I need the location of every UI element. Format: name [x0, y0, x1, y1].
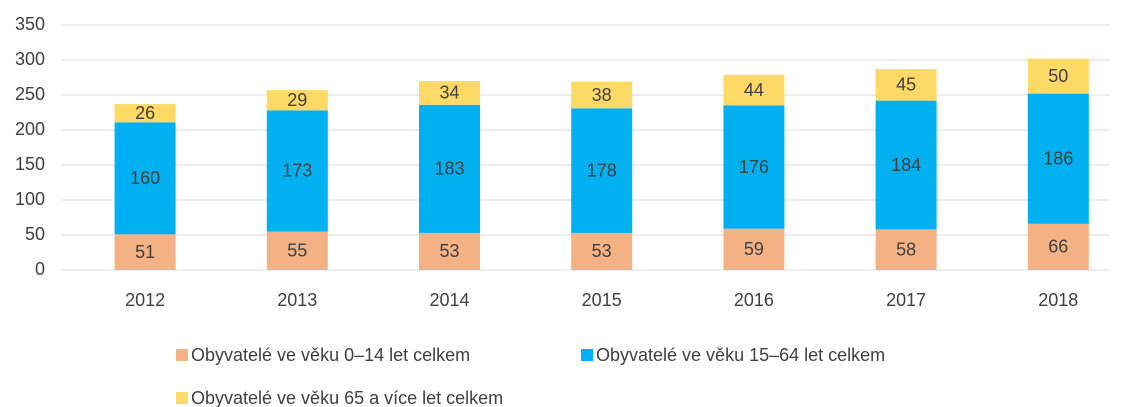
data-label: 34	[439, 83, 459, 103]
legend-swatch	[176, 349, 188, 361]
data-label: 66	[1048, 237, 1068, 257]
y-tick-label: 350	[15, 14, 45, 34]
x-tick-label: 2012	[125, 290, 165, 310]
bar-segment	[1027, 58, 1089, 94]
bar-segment	[723, 228, 785, 270]
data-label: 26	[135, 103, 155, 123]
y-tick-label: 200	[15, 119, 45, 139]
y-tick-label: 250	[15, 84, 45, 104]
data-label: 178	[587, 160, 617, 180]
data-label: 50	[1048, 66, 1068, 86]
bar-segment	[114, 104, 176, 123]
bar-segment	[571, 232, 633, 270]
legend-label: Obyvatelé ve věku 65 a více let celkem	[191, 388, 503, 407]
bar-segment	[723, 74, 785, 106]
x-tick-label: 2014	[429, 290, 469, 310]
data-label: 29	[287, 90, 307, 110]
y-tick-label: 300	[15, 49, 45, 69]
data-label: 51	[135, 242, 155, 262]
data-label: 53	[592, 241, 612, 261]
x-tick-label: 2018	[1038, 290, 1078, 310]
bar-segment	[419, 104, 480, 233]
bar-segment	[114, 122, 176, 235]
bar-segment	[571, 81, 633, 109]
data-label: 160	[130, 168, 160, 188]
x-tick-label: 2016	[734, 290, 774, 310]
bar-segment	[875, 100, 937, 230]
y-tick-label: 100	[15, 189, 45, 209]
y-tick-label: 0	[35, 259, 45, 279]
x-tick-label: 2013	[277, 290, 317, 310]
data-label: 186	[1043, 148, 1073, 168]
x-tick-label: 2017	[886, 290, 926, 310]
legend-swatch	[581, 349, 593, 361]
bar-segment	[875, 229, 937, 270]
data-label: 183	[434, 159, 464, 179]
data-label: 58	[896, 239, 916, 259]
legend-label: Obyvatelé ve věku 15–64 let celkem	[596, 345, 885, 365]
data-label: 44	[744, 80, 764, 100]
data-label: 59	[744, 239, 764, 259]
legend-label: Obyvatelé ve věku 0–14 let celkem	[191, 345, 470, 365]
data-label: 55	[287, 241, 307, 261]
bar-segment	[723, 105, 785, 229]
y-tick-label: 50	[25, 224, 45, 244]
bar-segment	[419, 81, 480, 105]
x-tick-label: 2015	[582, 290, 622, 310]
data-label: 173	[282, 161, 312, 181]
bar-segment	[266, 110, 328, 232]
bar-segment	[114, 234, 176, 270]
legend-swatch	[176, 392, 188, 404]
bar-segment	[419, 232, 480, 270]
data-label: 176	[739, 157, 769, 177]
bar-segment	[875, 69, 937, 101]
bar-segment	[266, 231, 328, 270]
y-tick-label: 150	[15, 154, 45, 174]
bar-segment	[1027, 93, 1089, 224]
data-label: 45	[896, 75, 916, 95]
bar-segment	[571, 108, 633, 233]
bar-segment	[266, 90, 328, 111]
data-label: 184	[891, 155, 921, 175]
data-label: 38	[592, 85, 612, 105]
bar-segment	[1027, 223, 1089, 270]
data-label: 53	[439, 241, 459, 261]
